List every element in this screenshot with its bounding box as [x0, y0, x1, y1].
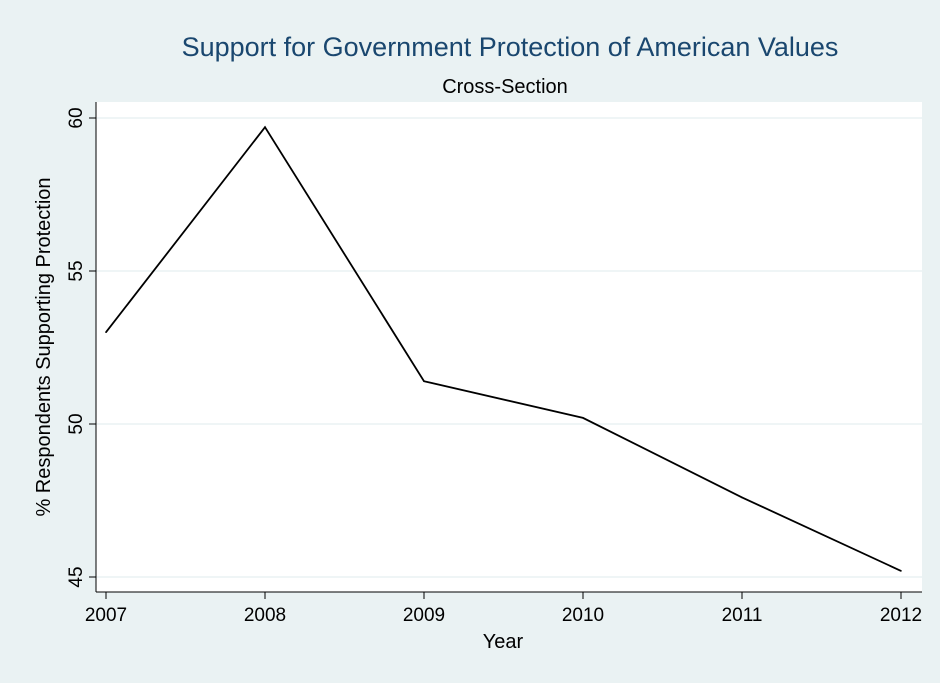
data-point-2009: [423, 380, 425, 382]
y-tick-label: 50: [66, 413, 87, 434]
series-layer: [105, 125, 902, 572]
chart-subtitle: Cross-Section: [442, 76, 568, 98]
x-tick-label: 2011: [722, 605, 763, 626]
y-tick-label: 45: [66, 566, 87, 587]
data-point-2011: [741, 496, 743, 499]
y-tick-label: 55: [66, 260, 87, 281]
data-point-2007: [105, 331, 107, 334]
data-point-2008: [264, 126, 266, 128]
y-axis-title: % Respondents Supporting Protection: [33, 177, 55, 516]
x-axis-title: Year: [483, 631, 524, 653]
y-axis: 45 50 55 60: [66, 102, 97, 592]
x-tick-label: 2007: [85, 605, 127, 626]
data-point-2012: [900, 570, 902, 572]
x-axis: 2007 2008 2009 2010 2011 2012: [85, 591, 922, 626]
y-tick-label: 60: [66, 107, 87, 128]
gridlines: [96, 117, 922, 578]
x-tick-label: 2010: [562, 605, 604, 626]
chart-title: Support for Government Protection of Ame…: [182, 32, 839, 62]
plot-area: [96, 102, 922, 592]
x-tick-label: 2009: [403, 605, 445, 626]
x-tick-label: 2008: [244, 605, 286, 626]
data-point-2010: [582, 417, 584, 419]
x-tick-label: 2012: [880, 605, 922, 626]
series-line: [105, 125, 902, 572]
